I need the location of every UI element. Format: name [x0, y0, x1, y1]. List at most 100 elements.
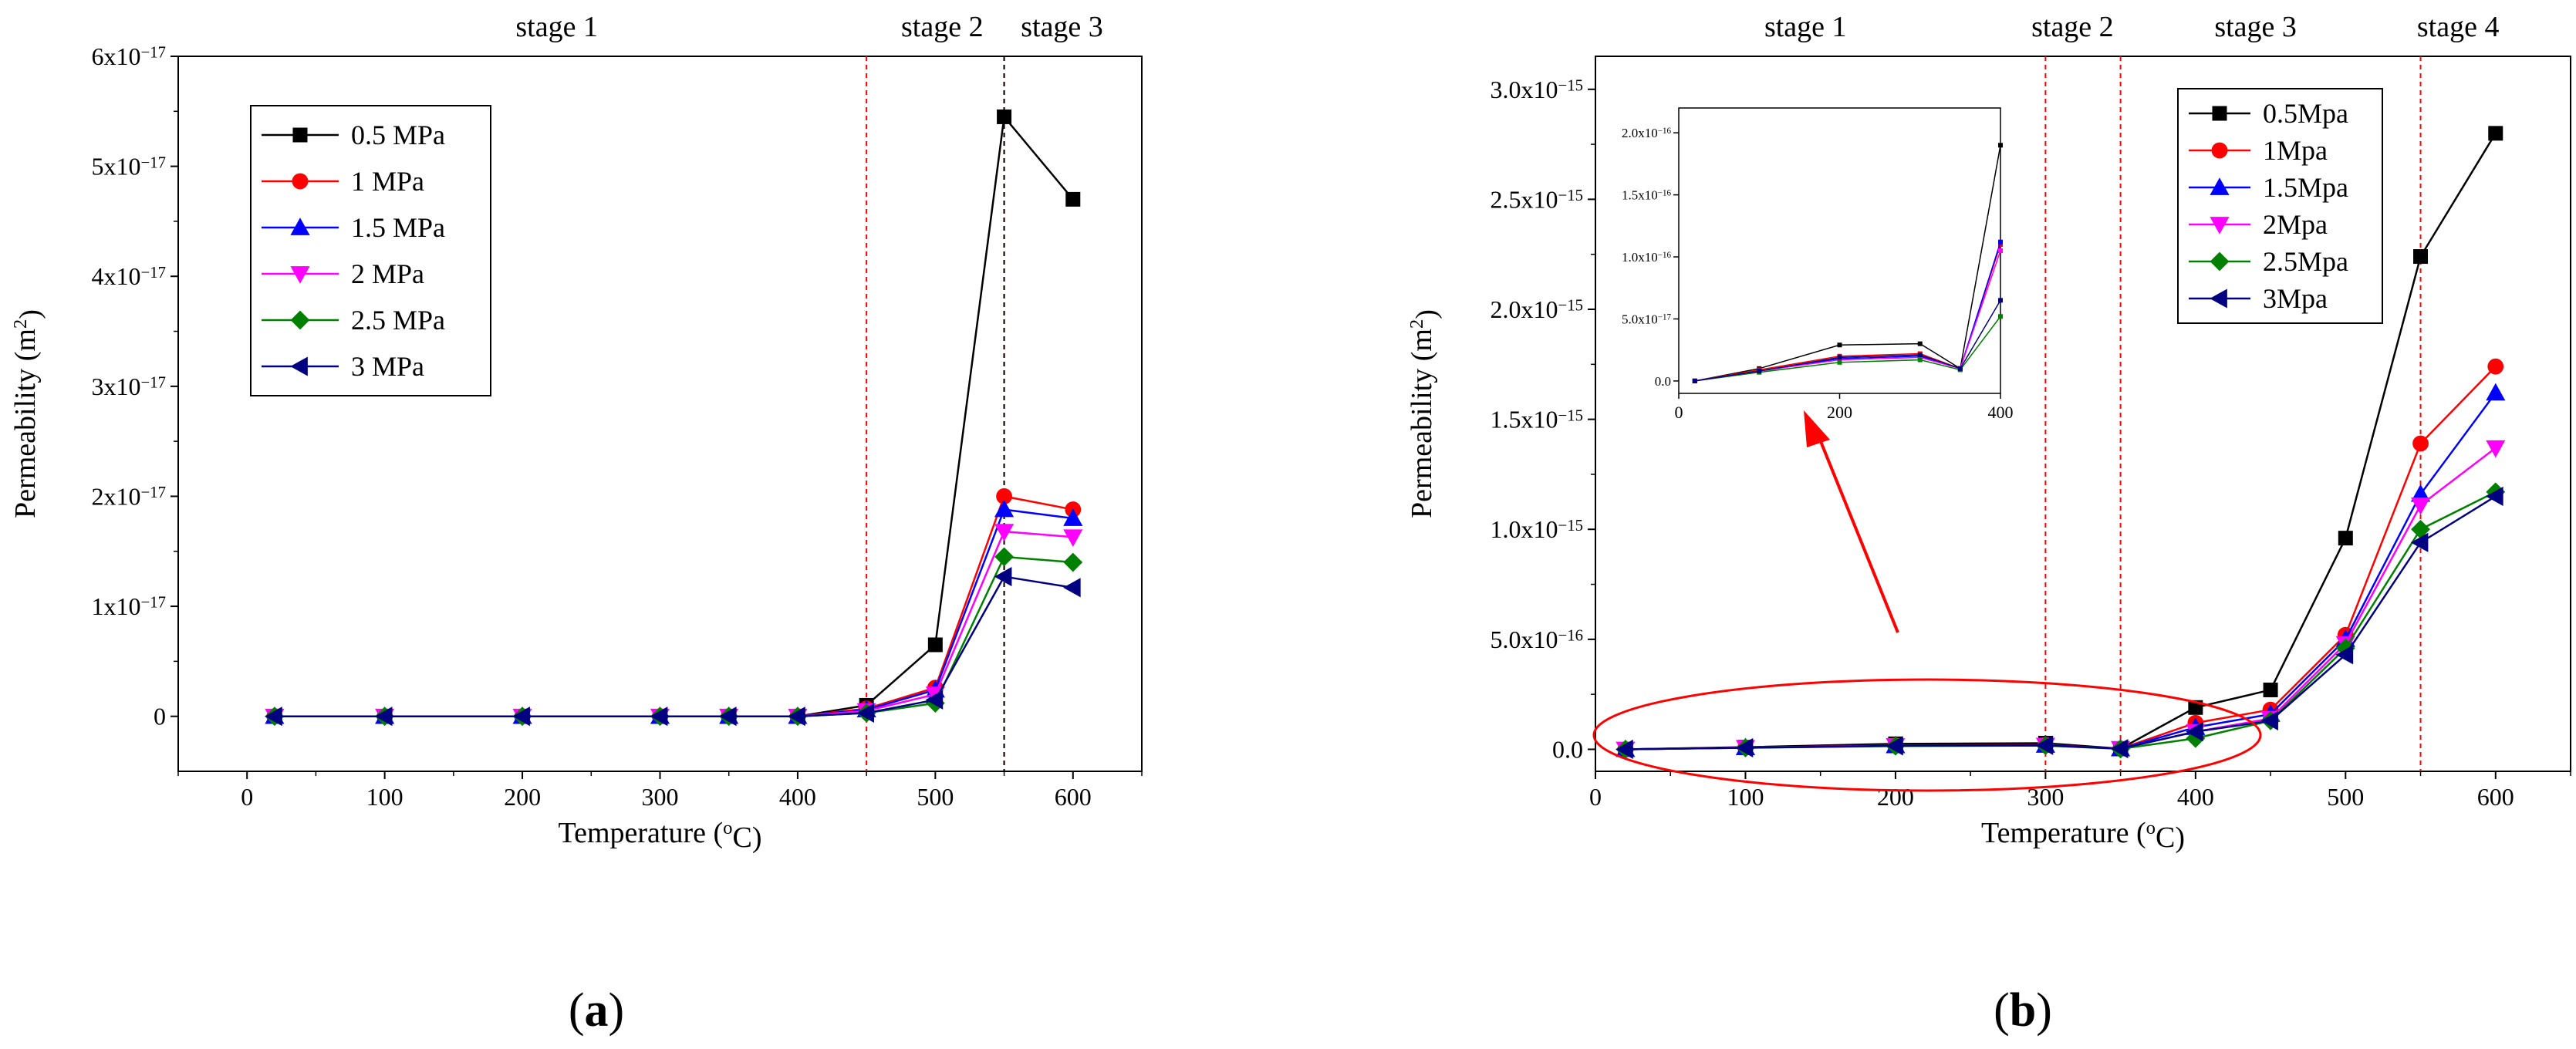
- stage-label: stage 1: [515, 11, 598, 43]
- legend-label: 0.5Mpa: [2263, 98, 2348, 129]
- inset-data-point: [1998, 314, 2003, 319]
- legend-box: [250, 105, 491, 396]
- inset-data-point: [1998, 241, 2003, 247]
- inset-y-tick-label: 5.0x10−17: [1622, 312, 1672, 326]
- legend-marker: [2210, 251, 2230, 272]
- legend-label: 1.5Mpa: [2263, 172, 2348, 203]
- data-point: [2487, 358, 2504, 375]
- inset-data-point: [1917, 357, 1923, 363]
- data-point: [1886, 736, 1903, 756]
- x-axis-title: Temperature (oC): [559, 817, 762, 854]
- inset-y-tick-label: 1.5x10−16: [1622, 188, 1672, 203]
- x-tick-label: 200: [504, 783, 541, 811]
- data-point: [2263, 682, 2278, 697]
- legend-box: [2177, 88, 2383, 324]
- inset-y-tick-label: 1.0x10−16: [1622, 250, 1672, 265]
- y-tick-label: 2x10−17: [91, 482, 166, 510]
- data-point: [2260, 710, 2278, 730]
- series-line: [1625, 495, 2497, 750]
- inset-frame: [1678, 107, 2001, 394]
- data-point: [856, 703, 875, 723]
- y-axis-title: Permeability (m2): [1406, 309, 1443, 518]
- data-point: [1065, 191, 1081, 207]
- data-point: [2335, 645, 2354, 665]
- data-point: [994, 567, 1012, 587]
- panel-b: 0 100 200 300 400 500 6000.05.0x10−161.0x10−15…: [1406, 11, 2571, 1037]
- inset-y-tick-label: 2.0x10−16: [1622, 126, 1672, 140]
- data-point: [994, 524, 1015, 541]
- data-point: [2412, 435, 2429, 452]
- y-tick-label: 5.0x10−16: [1490, 626, 1583, 653]
- stage-label: stage 3: [1021, 11, 1103, 43]
- legend-label: 2.5Mpa: [2263, 246, 2348, 277]
- data-point: [1063, 552, 1083, 572]
- y-tick-label: 6x10−17: [91, 42, 166, 70]
- y-tick-label: 1x10−17: [91, 592, 166, 620]
- legend-marker: [292, 173, 309, 190]
- inset-series: [1692, 298, 2003, 383]
- data-point: [788, 707, 805, 727]
- data-point: [1615, 739, 1633, 760]
- x-tick-label: 0: [241, 783, 253, 811]
- y-tick-label: 1.5x10−15: [1490, 406, 1583, 433]
- y-tick-label: 1.0x10−15: [1490, 515, 1583, 543]
- inset-data-point: [1998, 143, 2003, 148]
- data-point: [997, 109, 1012, 124]
- x-tick-label: 600: [1055, 783, 1092, 811]
- inset-series-line: [1694, 299, 2001, 382]
- data-point: [1063, 578, 1081, 598]
- panel-label: (a): [569, 984, 624, 1037]
- inset-x-tick-label: 0: [1675, 403, 1683, 422]
- stage-label: stage 2: [901, 11, 984, 43]
- legend-marker: [2210, 217, 2230, 234]
- x-tick-label: 200: [1877, 783, 1914, 811]
- y-tick-label: 0.0: [1552, 735, 1583, 763]
- inset-series-line: [1694, 145, 2001, 382]
- series-1mpa: [1617, 358, 2504, 757]
- legend-marker: [290, 310, 310, 330]
- panel-a: 0 100 200 300 400 500 600 0 1x10−17 2x10−17 3x10−1…: [9, 11, 1143, 1037]
- x-tick-label: 500: [917, 783, 954, 811]
- x-tick-label: 300: [642, 783, 679, 811]
- inset-data-point: [1837, 357, 1842, 363]
- data-point: [2410, 532, 2429, 552]
- legend-marker: [2210, 288, 2227, 309]
- data-point: [2186, 722, 2203, 742]
- series-2mpa: [1615, 440, 2506, 760]
- inset-series-line: [1694, 315, 2001, 382]
- data-point: [2413, 249, 2429, 265]
- legend-marker: [2210, 177, 2230, 195]
- legend-label: 2.5 MPa: [351, 305, 445, 336]
- data-point: [1063, 529, 1083, 547]
- annotation-arrowhead: [1804, 410, 1830, 447]
- data-point: [2338, 531, 2353, 546]
- data-point: [2035, 735, 2054, 755]
- inset-data-point: [1998, 248, 2003, 253]
- x-tick-label: 400: [779, 783, 816, 811]
- stage-label: stage 3: [2214, 11, 2297, 43]
- data-point: [1063, 508, 1083, 526]
- x-axis-title: Temperature (oC): [1981, 817, 2185, 854]
- x-tick-label: 0: [1589, 783, 1602, 811]
- series-3mpa: [1615, 486, 2503, 760]
- legend-marker: [2211, 142, 2228, 159]
- data-point: [925, 690, 944, 710]
- legend-marker: [290, 356, 308, 376]
- y-tick-label: 3x10−17: [91, 373, 166, 400]
- legend-label: 1 MPa: [351, 166, 424, 197]
- inset-x-tick-label: 200: [1827, 403, 1852, 422]
- stage-label: stage 2: [2031, 11, 2114, 43]
- inset-data-point: [1692, 378, 1697, 383]
- inset-x-tick-label: 400: [1988, 403, 2014, 422]
- data-point: [2488, 126, 2503, 141]
- data-point: [512, 707, 530, 727]
- inset-data-point: [1957, 366, 1963, 371]
- inset-data-point: [1917, 355, 1923, 360]
- x-tick-label: 400: [2177, 783, 2214, 811]
- legend-label: 1Mpa: [2263, 135, 2328, 166]
- data-point: [927, 637, 943, 653]
- legend-marker: [2212, 106, 2227, 121]
- legend-marker: [290, 218, 310, 235]
- series-line: [274, 508, 1073, 717]
- legend-label: 1.5 MPa: [351, 212, 445, 243]
